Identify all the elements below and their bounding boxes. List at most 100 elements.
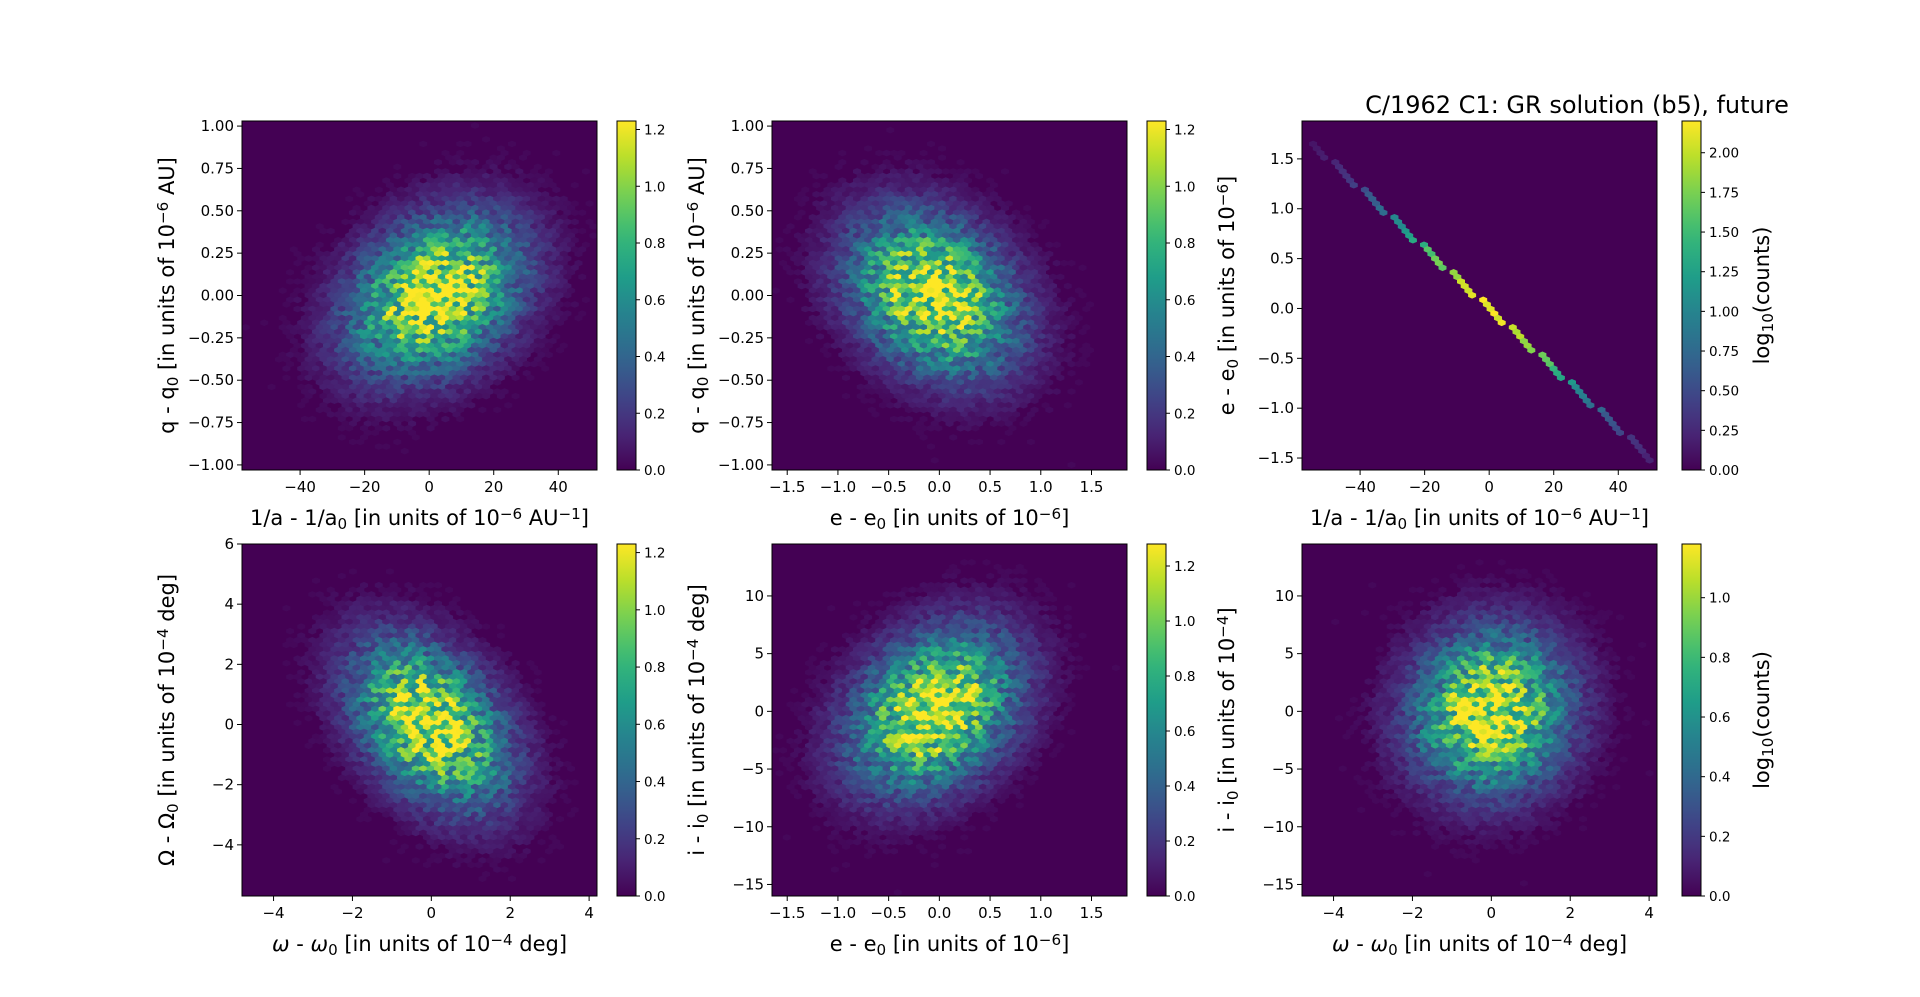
- hex-cell: [385, 236, 394, 244]
- hex-cell: [415, 678, 424, 685]
- hex-cell: [445, 282, 454, 290]
- hex-cell: [952, 383, 961, 391]
- hex-cell: [482, 291, 491, 299]
- hex-cell: [282, 319, 291, 327]
- hex-cell: [882, 149, 891, 157]
- hex-cell: [971, 195, 980, 203]
- hex-cell: [915, 365, 924, 372]
- hex-cell: [312, 346, 320, 354]
- hex-cell: [923, 291, 932, 299]
- hex-cell: [934, 379, 943, 386]
- hex-cell: [923, 200, 932, 207]
- hex-cell: [378, 346, 387, 354]
- hex-cell: [908, 273, 917, 281]
- hex-cell: [363, 604, 372, 612]
- hex-cell: [1045, 388, 1054, 395]
- hex-cell: [827, 255, 836, 262]
- hex-cell: [849, 191, 858, 198]
- hex-cell: [356, 760, 365, 768]
- hex-cell: [434, 682, 442, 690]
- hex-cell: [330, 333, 339, 340]
- hex-cell: [297, 678, 306, 685]
- hex-cell: [537, 241, 546, 249]
- hex-cell: [893, 328, 902, 336]
- hex-cell: [426, 195, 435, 203]
- hex-cell: [319, 273, 328, 281]
- hex-cell: [430, 604, 439, 612]
- hex-cell: [526, 797, 535, 805]
- hex-cell: [474, 301, 483, 308]
- hex-cell: [422, 411, 431, 418]
- hex-cell: [563, 273, 572, 281]
- hex-cell: [441, 314, 450, 322]
- hex-cell: [371, 319, 380, 327]
- hex-cell: [511, 760, 520, 768]
- hex-cell: [515, 747, 524, 754]
- hex-cell: [941, 259, 950, 267]
- hex-cell: [352, 379, 361, 386]
- hex-cell: [1519, 337, 1528, 345]
- hex-cell: [437, 659, 446, 667]
- hex-cell: [326, 328, 335, 336]
- hex-cell: [504, 705, 513, 713]
- hex-cell: [875, 287, 884, 294]
- hex-cell: [975, 346, 984, 354]
- y-tick-label: −0.50: [188, 371, 234, 389]
- hex-cell: [567, 287, 576, 294]
- hex-cell: [989, 392, 998, 400]
- hex-cell: [315, 369, 324, 377]
- hex-cell: [434, 241, 442, 249]
- hex-cell: [367, 397, 376, 404]
- hex-cell: [530, 664, 539, 672]
- hex-cell: [293, 305, 302, 313]
- hex-cell: [819, 255, 828, 262]
- hex-cell: [445, 769, 454, 777]
- hex-cell: [893, 291, 902, 299]
- hex-cell: [890, 296, 898, 304]
- hex-cell: [1056, 356, 1065, 363]
- hex-cell: [982, 392, 991, 400]
- x-tick-label: −40: [284, 478, 316, 496]
- hex-cell: [463, 342, 472, 349]
- hex-cell: [426, 223, 435, 230]
- hex-cell: [507, 369, 516, 377]
- hex-cell: [426, 637, 435, 644]
- hex-cell: [507, 305, 516, 313]
- hex-cell: [779, 259, 788, 267]
- hex-cell: [411, 618, 420, 626]
- hex-cell: [867, 250, 876, 258]
- hex-cell: [319, 623, 328, 630]
- hex-cell: [374, 186, 383, 194]
- hex-cell: [1019, 383, 1028, 391]
- hex-cell: [897, 177, 906, 184]
- hex-cell: [537, 737, 546, 745]
- hex-cell: [904, 250, 913, 258]
- hex-cell: [330, 627, 339, 635]
- hex-cell: [886, 356, 895, 363]
- hex-cell: [830, 250, 839, 258]
- hex-cell: [537, 296, 546, 304]
- hex-cell: [1045, 305, 1054, 313]
- hex-cell: [1052, 296, 1061, 304]
- hex-cell: [426, 232, 435, 239]
- hex-cell: [552, 250, 561, 258]
- hex-cell: [382, 627, 391, 635]
- hex-cell: [315, 692, 324, 699]
- hex-cell: [1067, 388, 1076, 395]
- hex-cell: [452, 282, 461, 290]
- hex-cell: [493, 195, 502, 203]
- hex-cell: [315, 287, 324, 294]
- hex-cell: [838, 259, 847, 267]
- hex-cell: [374, 443, 383, 450]
- hex-cell: [415, 714, 424, 722]
- hex-cell: [326, 255, 335, 262]
- hex-cell: [471, 360, 479, 368]
- hex-cell: [459, 669, 468, 676]
- hex-cell: [890, 351, 898, 359]
- hex-cell: [519, 255, 527, 262]
- hex-cell: [960, 392, 969, 400]
- hex-cell: [901, 365, 910, 372]
- hex-cell: [482, 641, 491, 649]
- hex-cell: [1004, 291, 1013, 299]
- hex-cell: [915, 392, 924, 400]
